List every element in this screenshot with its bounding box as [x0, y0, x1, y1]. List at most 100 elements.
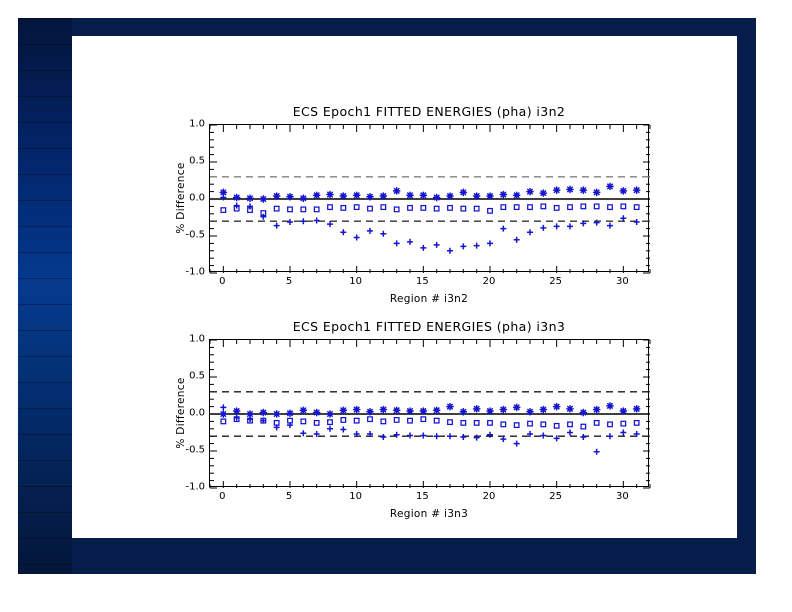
band-scanline — [18, 512, 72, 513]
marker-square — [633, 419, 640, 426]
marker-square — [433, 417, 440, 424]
marker-square — [420, 204, 427, 211]
marker-plus — [340, 229, 347, 236]
marker-asterisk — [552, 402, 561, 411]
marker-square — [527, 420, 533, 427]
marker-asterisk — [566, 185, 574, 194]
marker-plus — [447, 247, 453, 254]
plot-canvas — [209, 124, 651, 274]
marker-asterisk — [619, 187, 628, 195]
marker-plus — [460, 243, 467, 250]
x-tick-label: 30 — [615, 491, 629, 502]
marker-asterisk — [606, 182, 614, 191]
marker-plus — [527, 430, 533, 437]
marker-square — [607, 204, 613, 211]
band-scanline — [18, 252, 72, 253]
band-scanline — [18, 564, 72, 565]
marker-square — [473, 205, 480, 212]
marker-plus — [527, 229, 533, 236]
marker-square — [487, 207, 493, 214]
marker-plus — [233, 202, 240, 209]
marker-plus — [380, 433, 387, 440]
marker-plus — [500, 225, 507, 232]
marker-plus — [260, 213, 267, 220]
marker-square — [327, 204, 333, 211]
x-tick-label: 25 — [549, 491, 563, 502]
marker-plus — [393, 431, 400, 438]
x-tick-label: 5 — [285, 276, 293, 287]
plot-axes-frame — [209, 124, 651, 274]
marker-plus — [607, 222, 613, 229]
x-tick-label: 20 — [482, 276, 496, 287]
marker-plus — [620, 429, 627, 436]
band-scanline — [18, 382, 72, 383]
marker-asterisk — [379, 192, 388, 200]
chart-panel-2: ECS Epoch1 FITTED ENERGIES (pha) i3n3 1.0… — [175, 319, 651, 520]
marker-plus — [340, 426, 347, 433]
x-axis-title: Region # i3n3 — [389, 508, 469, 520]
marker-square — [407, 417, 413, 424]
marker-square — [633, 204, 640, 211]
marker-asterisk — [592, 188, 601, 197]
marker-plus — [460, 433, 467, 440]
marker-square — [580, 423, 587, 430]
marker-square — [220, 207, 227, 214]
band-scanline — [18, 96, 72, 97]
x-tick-label: 0 — [219, 276, 226, 287]
marker-square — [513, 422, 520, 429]
marker-plus — [327, 425, 333, 432]
marker-asterisk — [566, 404, 574, 413]
marker-square — [367, 205, 373, 212]
band-scanline — [18, 148, 72, 149]
y-tick-label: 0.5 — [189, 155, 205, 167]
band-scanline — [18, 330, 72, 331]
marker-plus — [567, 223, 573, 230]
marker-asterisk — [392, 187, 401, 195]
marker-plus — [513, 236, 520, 243]
marker-square — [513, 204, 520, 211]
marker-asterisk — [246, 194, 254, 203]
marker-asterisk — [512, 403, 521, 412]
marker-plus — [407, 238, 413, 245]
marker-asterisk — [539, 405, 548, 414]
marker-square — [313, 419, 320, 426]
marker-plus — [593, 219, 600, 226]
plot-axes-frame — [209, 339, 651, 489]
marker-plus — [367, 227, 373, 234]
marker-plus — [407, 432, 413, 439]
marker-plus — [313, 430, 320, 437]
marker-asterisk — [472, 192, 481, 200]
series-plus — [220, 194, 640, 254]
marker-asterisk — [339, 192, 348, 200]
x-axis-title: Region # i3n2 — [389, 293, 469, 305]
marker-square — [460, 419, 467, 426]
marker-square — [420, 416, 427, 423]
band-scanline — [18, 174, 72, 175]
marker-plus — [353, 234, 360, 241]
marker-plus — [367, 430, 373, 437]
marker-square — [593, 419, 600, 426]
marker-plus — [473, 434, 480, 441]
y-tick-label: 1.0 — [189, 118, 205, 130]
y-axis-title: % Difference — [175, 377, 187, 449]
marker-asterisk — [419, 407, 428, 415]
marker-plus — [473, 242, 480, 249]
marker-square — [367, 416, 373, 423]
marker-asterisk — [259, 195, 268, 203]
marker-plus — [633, 218, 640, 225]
marker-asterisk — [499, 405, 508, 414]
slide-background: ECS Epoch1 FITTED ENERGIES (pha) i3n2 1.0… — [18, 18, 756, 574]
band-scanline — [18, 460, 72, 461]
marker-square — [433, 205, 440, 212]
marker-plus — [353, 430, 360, 437]
marker-plus — [287, 218, 293, 225]
marker-asterisk — [286, 409, 294, 418]
band-scanline — [18, 356, 72, 357]
marker-plus — [567, 429, 573, 436]
y-tick-label: 0.5 — [189, 370, 205, 382]
band-scanline — [18, 226, 72, 227]
x-tick-label: 10 — [349, 276, 363, 287]
marker-square — [593, 203, 600, 210]
y-tick-label: -0.5 — [185, 229, 205, 241]
marker-square — [380, 204, 387, 211]
